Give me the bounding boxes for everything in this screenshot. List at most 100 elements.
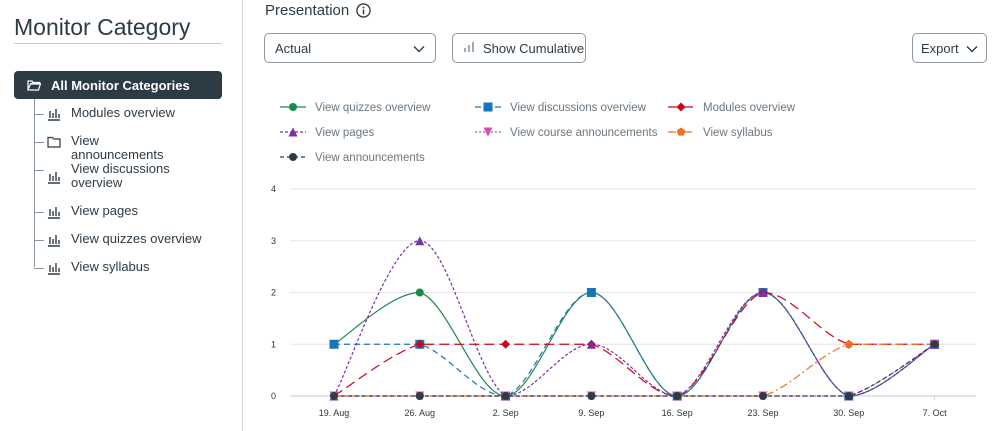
data-point (672, 391, 682, 401)
data-point (673, 392, 682, 400)
data-point (672, 391, 682, 401)
tree-item-view-announcements[interactable]: View announcements (34, 134, 191, 162)
data-point (415, 339, 425, 349)
data-point (415, 288, 424, 297)
x-tick-label: 2. Sep (493, 408, 519, 418)
legend-label: View discussions overview (510, 102, 647, 114)
x-tick-label: 7. Oct (923, 408, 948, 418)
tree-root-all-categories[interactable]: All Monitor Categories (14, 71, 222, 99)
tree-item-view-syllabus[interactable]: View syllabus (34, 260, 191, 275)
data-point (415, 339, 425, 349)
chevron-down-icon (413, 41, 425, 56)
x-tick-label: 19. Aug (319, 408, 350, 418)
tree-item-label: View pages (71, 203, 138, 218)
show-cumulative-button[interactable]: Show Cumulative (452, 33, 586, 63)
folder-icon (47, 135, 61, 149)
series-line (333, 240, 935, 397)
chevron-down-icon (966, 41, 978, 56)
data-point (930, 340, 939, 349)
data-point (672, 391, 682, 400)
data-point (329, 391, 339, 401)
info-icon[interactable] (356, 3, 371, 18)
tree-item-label: View discussions overview (71, 161, 170, 190)
data-point (330, 392, 338, 400)
y-tick-label: 2 (271, 288, 276, 298)
tree-branch (34, 212, 44, 213)
legend-label: Modules overview (703, 102, 796, 114)
tree-item-view-quizzes-overview[interactable]: View quizzes overview (34, 232, 211, 247)
data-point (586, 288, 596, 297)
chart-icon (47, 170, 61, 184)
data-point (501, 391, 511, 401)
data-point (501, 391, 510, 400)
x-tick-label: 30. Sep (833, 408, 864, 418)
data-point (415, 392, 424, 400)
page-title: Presentation (265, 2, 371, 19)
y-tick-label: 1 (271, 339, 276, 349)
data-point (501, 392, 510, 400)
legend-label: View quizzes overview (315, 102, 431, 114)
x-tick-label: 26. Aug (405, 408, 436, 418)
sidebar: Monitor Category All Monitor Categories … (0, 0, 243, 431)
data-point (330, 340, 338, 349)
data-point (930, 339, 940, 349)
data-point (844, 339, 854, 348)
data-point (501, 392, 510, 400)
data-point (672, 391, 682, 401)
x-tick-label: 23. Sep (747, 408, 778, 418)
data-point (759, 392, 767, 400)
data-point (844, 391, 854, 401)
series-line (333, 343, 935, 397)
legend-label: View announcements (315, 152, 425, 164)
data-point (758, 288, 768, 297)
data-point (329, 391, 339, 401)
data-point (415, 391, 425, 400)
data-point (501, 391, 511, 401)
data-point (501, 391, 511, 401)
tree-branch (34, 268, 44, 269)
export-button[interactable]: Export (912, 33, 987, 63)
y-tick-label: 3 (271, 236, 276, 246)
data-point (329, 339, 339, 349)
folder-open-icon (27, 79, 41, 91)
legend-marker (483, 127, 493, 137)
presentation-select-value: Actual (275, 40, 312, 56)
data-point (673, 392, 682, 400)
tree-item-view-discussions-overview[interactable]: View discussions overview (34, 162, 191, 190)
data-point (758, 288, 768, 297)
legend-marker (483, 102, 493, 112)
data-point (501, 339, 511, 349)
series-line (333, 343, 935, 397)
series-line (333, 291, 935, 397)
series-line (333, 343, 935, 397)
legend-marker (289, 153, 297, 161)
tree-item-view-pages[interactable]: View pages (34, 204, 191, 219)
legend-marker (676, 127, 686, 136)
sidebar-divider (14, 43, 222, 44)
data-point (930, 339, 939, 348)
presentation-select[interactable]: Actual (264, 33, 436, 63)
tree-branch (34, 170, 44, 171)
bar-chart-icon (463, 41, 475, 56)
page-title-text: Presentation (265, 2, 350, 19)
data-point (844, 392, 853, 400)
sidebar-title: Monitor Category (14, 14, 191, 40)
x-tick-label: 16. Sep (662, 408, 693, 418)
y-tick-label: 4 (271, 184, 276, 194)
data-point (930, 339, 940, 349)
data-point (844, 391, 854, 401)
chart-icon (47, 233, 61, 247)
tree-item-modules-overview[interactable]: Modules overview (34, 106, 191, 121)
export-label: Export (921, 40, 959, 56)
tree-connector (34, 99, 35, 267)
legend-marker (289, 103, 297, 111)
data-point (587, 391, 596, 400)
data-point (930, 339, 940, 349)
tree-item-label: Modules overview (71, 105, 176, 120)
data-point (758, 288, 768, 297)
data-point (844, 392, 853, 400)
x-tick-label: 9. Sep (578, 408, 604, 418)
tree-item-label: View announcements (71, 133, 164, 162)
tree-root-label: All Monitor Categories (51, 77, 190, 93)
data-point (329, 391, 339, 400)
